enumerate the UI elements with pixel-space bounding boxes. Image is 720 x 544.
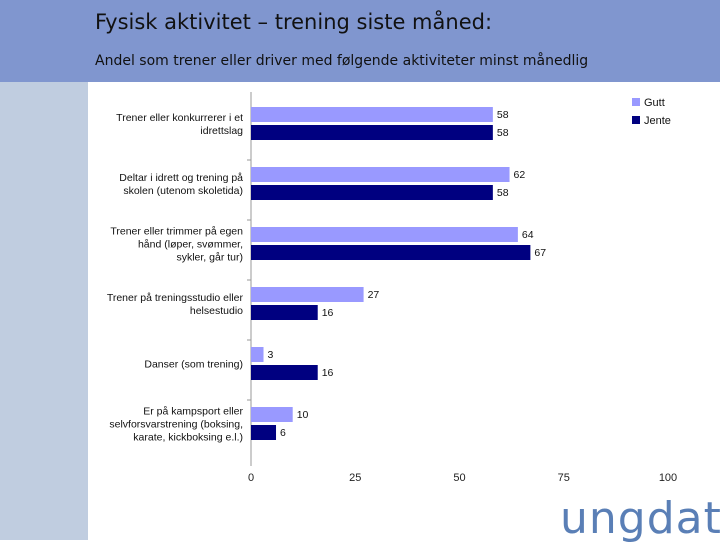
left-sidebar <box>0 82 88 540</box>
header-bar: Fysisk aktivitet – trening siste måned: … <box>0 0 720 82</box>
category-label: Er på kampsport eller <box>143 406 243 418</box>
data-label: 64 <box>522 229 534 241</box>
category-label: Trener eller konkurrerer i et <box>116 112 243 124</box>
bar-gutt <box>251 167 510 182</box>
category-label: Trener eller trimmer på egen <box>110 226 243 238</box>
data-label: 62 <box>514 169 526 181</box>
category-label: Trener på treningsstudio eller <box>107 292 244 304</box>
data-label: 3 <box>268 349 274 361</box>
slide-title: Fysisk aktivitet – trening siste måned: <box>95 10 493 34</box>
data-label: 58 <box>497 127 509 139</box>
bar-jente <box>251 185 493 200</box>
category-label: helsestudio <box>190 305 243 317</box>
bar-jente <box>251 305 318 320</box>
x-tick-label: 50 <box>453 472 465 484</box>
bar-gutt <box>251 407 293 422</box>
bar-jente <box>251 365 318 380</box>
data-label: 58 <box>497 109 509 121</box>
data-label: 67 <box>534 247 546 259</box>
ungdata-logo: ungdata <box>560 493 720 544</box>
bar-jente <box>251 425 277 440</box>
data-label: 58 <box>497 187 509 199</box>
data-label: 27 <box>368 289 380 301</box>
x-tick-label: 25 <box>349 472 361 484</box>
data-label: 6 <box>280 427 286 439</box>
data-label: 16 <box>322 367 334 379</box>
category-label: skolen (utenom skoletida) <box>123 185 243 197</box>
legend-label: Jente <box>644 115 671 127</box>
category-label: selvforsvarstrening (boksing, <box>109 419 243 431</box>
x-tick-label: 100 <box>659 472 677 484</box>
category-label: sykler, går tur) <box>176 252 243 264</box>
legend-label: Gutt <box>644 97 665 109</box>
bar-gutt <box>251 107 493 122</box>
data-label: 16 <box>322 307 334 319</box>
category-label: Deltar i idrett og trening på <box>119 172 243 184</box>
bar-gutt <box>251 227 518 242</box>
bar-gutt <box>251 287 364 302</box>
category-label: Danser (som trening) <box>144 359 243 371</box>
legend-swatch-gutt <box>632 98 640 106</box>
category-label: karate, kickboksing e.l.) <box>133 432 243 444</box>
legend-swatch-jente <box>632 116 640 124</box>
bar-jente <box>251 125 493 140</box>
bar-gutt <box>251 347 264 362</box>
bar-chart: 0 25 50 75 100 Trener eller konkurrerer i eti… <box>107 92 677 484</box>
slide-subtitle: Andel som trener eller driver med følgen… <box>95 53 589 69</box>
data-label: 10 <box>297 409 309 421</box>
x-tick-label: 75 <box>558 472 570 484</box>
category-label: idrettslag <box>200 125 243 137</box>
category-label: hånd (løper, svømmer, <box>138 239 243 251</box>
bar-jente <box>251 245 531 260</box>
x-tick-label: 0 <box>248 472 254 484</box>
